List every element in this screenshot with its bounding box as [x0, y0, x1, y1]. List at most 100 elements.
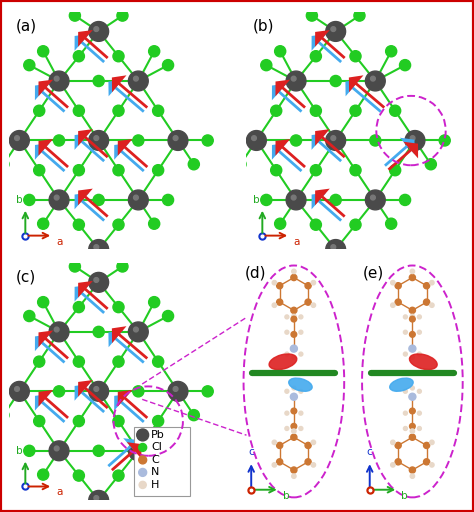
Circle shape — [418, 426, 421, 431]
Circle shape — [291, 332, 297, 337]
Circle shape — [403, 389, 407, 393]
Circle shape — [410, 408, 415, 414]
Circle shape — [9, 131, 29, 151]
Circle shape — [310, 219, 321, 230]
Circle shape — [37, 469, 49, 480]
Circle shape — [153, 416, 164, 426]
Circle shape — [277, 283, 283, 289]
Circle shape — [291, 345, 297, 352]
Circle shape — [299, 389, 303, 393]
Circle shape — [285, 352, 289, 356]
Circle shape — [149, 469, 160, 480]
Circle shape — [395, 459, 401, 465]
Circle shape — [94, 387, 99, 391]
Circle shape — [306, 10, 318, 21]
Circle shape — [365, 71, 385, 91]
Circle shape — [286, 71, 306, 91]
Circle shape — [299, 352, 303, 356]
Circle shape — [395, 299, 401, 305]
Circle shape — [94, 245, 99, 249]
Circle shape — [403, 352, 407, 356]
Circle shape — [430, 463, 434, 467]
Circle shape — [149, 218, 160, 229]
Circle shape — [331, 27, 336, 31]
Circle shape — [424, 442, 429, 449]
Circle shape — [55, 195, 59, 200]
Circle shape — [37, 296, 49, 308]
Circle shape — [274, 46, 286, 57]
Circle shape — [73, 356, 84, 367]
FancyBboxPatch shape — [134, 427, 190, 497]
Circle shape — [134, 446, 138, 451]
Ellipse shape — [269, 354, 297, 370]
Circle shape — [272, 440, 276, 444]
Circle shape — [113, 356, 124, 367]
Circle shape — [24, 59, 35, 71]
Circle shape — [73, 165, 84, 176]
Circle shape — [430, 440, 434, 444]
Circle shape — [285, 389, 289, 393]
Text: Pb: Pb — [151, 430, 165, 440]
Circle shape — [93, 75, 104, 87]
Circle shape — [410, 429, 415, 433]
Circle shape — [395, 283, 401, 289]
Circle shape — [330, 75, 341, 87]
Circle shape — [173, 387, 178, 391]
Circle shape — [271, 105, 282, 116]
Text: b: b — [401, 491, 408, 501]
Text: b: b — [16, 195, 22, 205]
Circle shape — [305, 299, 311, 305]
Circle shape — [153, 356, 164, 367]
Circle shape — [113, 165, 124, 176]
Circle shape — [34, 356, 45, 367]
Circle shape — [292, 429, 296, 433]
Circle shape — [73, 416, 84, 426]
Circle shape — [311, 440, 316, 444]
Circle shape — [89, 240, 109, 260]
Circle shape — [310, 51, 321, 62]
Circle shape — [371, 76, 375, 81]
Circle shape — [73, 470, 84, 481]
Ellipse shape — [410, 354, 437, 370]
Circle shape — [418, 330, 421, 334]
Circle shape — [149, 46, 160, 57]
Text: Cl: Cl — [151, 442, 162, 453]
Circle shape — [299, 426, 303, 431]
Circle shape — [93, 326, 104, 337]
Circle shape — [350, 105, 361, 116]
Circle shape — [139, 481, 146, 488]
Circle shape — [292, 386, 296, 390]
Circle shape — [305, 459, 311, 465]
Circle shape — [410, 474, 415, 478]
Circle shape — [15, 136, 19, 140]
Circle shape — [424, 283, 429, 289]
Circle shape — [311, 463, 316, 467]
Circle shape — [292, 269, 296, 273]
Circle shape — [49, 322, 69, 342]
Circle shape — [326, 22, 346, 41]
Circle shape — [261, 59, 272, 71]
Circle shape — [386, 46, 397, 57]
Circle shape — [113, 302, 124, 313]
Circle shape — [292, 474, 296, 478]
Text: (d): (d) — [245, 266, 266, 281]
Circle shape — [410, 434, 415, 440]
Circle shape — [291, 393, 297, 400]
Circle shape — [117, 10, 128, 21]
Circle shape — [89, 490, 109, 510]
Circle shape — [350, 165, 361, 176]
Text: b: b — [16, 446, 22, 456]
Circle shape — [410, 314, 415, 318]
Circle shape — [49, 441, 69, 461]
Circle shape — [292, 355, 296, 359]
Circle shape — [286, 190, 306, 210]
Circle shape — [235, 159, 246, 170]
Circle shape — [54, 386, 64, 397]
Circle shape — [55, 327, 59, 332]
Circle shape — [391, 303, 395, 307]
Circle shape — [128, 71, 148, 91]
Circle shape — [133, 135, 144, 146]
Circle shape — [34, 105, 45, 116]
Circle shape — [405, 131, 425, 151]
Circle shape — [113, 416, 124, 426]
